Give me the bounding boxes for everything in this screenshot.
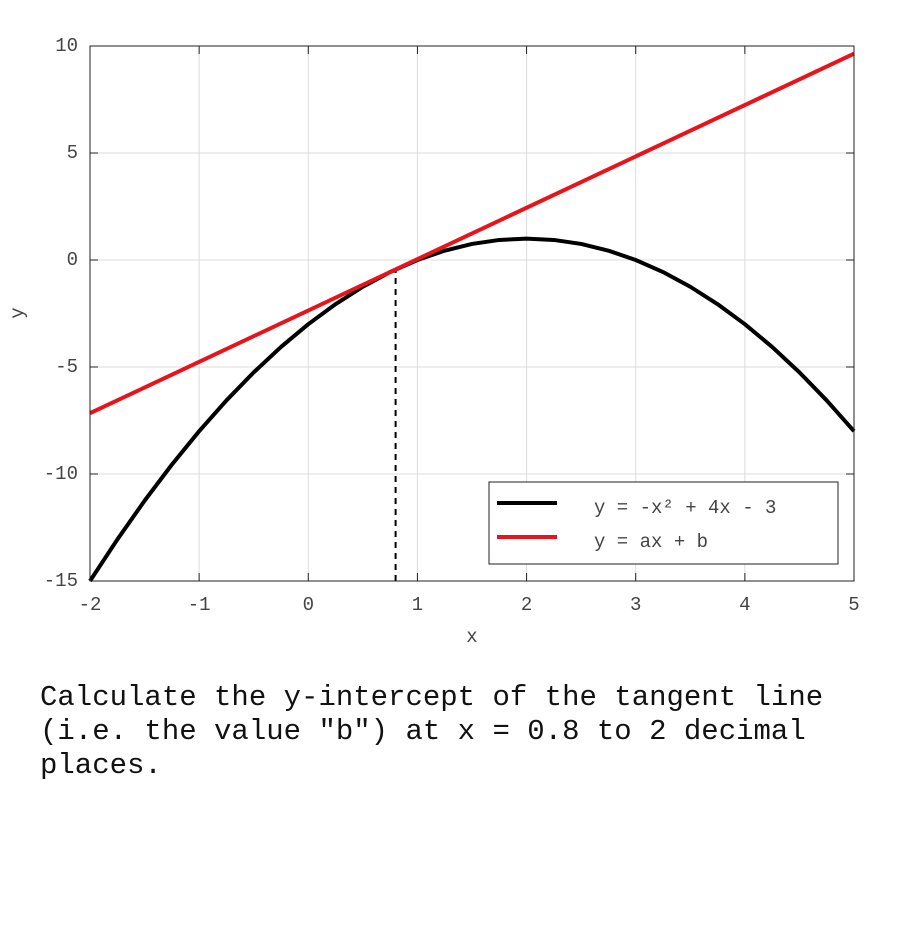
legend-box: [488, 481, 839, 565]
y-tick-label: -10: [44, 463, 78, 485]
y-tick-label: -5: [55, 356, 78, 378]
y-tick-label: -15: [44, 570, 78, 592]
x-tick-label: 3: [630, 594, 641, 616]
legend-label: y = -x² + 4x - 3: [594, 497, 776, 519]
series-line: [88, 236, 856, 583]
x-tick-label: 1: [412, 594, 423, 616]
x-tick-label: 5: [848, 594, 859, 616]
y-axis-label: y: [7, 307, 29, 318]
x-tick-label: -1: [188, 594, 211, 616]
series-line: [89, 51, 855, 416]
y-tick-label: 0: [67, 249, 78, 271]
x-axis-label: x: [466, 626, 477, 648]
legend-label: y = ax + b: [594, 531, 708, 553]
x-tick-label: 4: [739, 594, 750, 616]
plot-frame: [89, 45, 855, 582]
x-tick-label: 0: [303, 594, 314, 616]
legend: y = -x² + 4x - 3 y = ax + b: [488, 481, 839, 565]
x-tick-label: -2: [79, 594, 102, 616]
question-text: Calculate the y-intercept of the tangent…: [40, 681, 841, 782]
y-tick-label: 10: [55, 35, 78, 57]
x-tick-label: 2: [521, 594, 532, 616]
y-tick-label: 5: [67, 142, 78, 164]
